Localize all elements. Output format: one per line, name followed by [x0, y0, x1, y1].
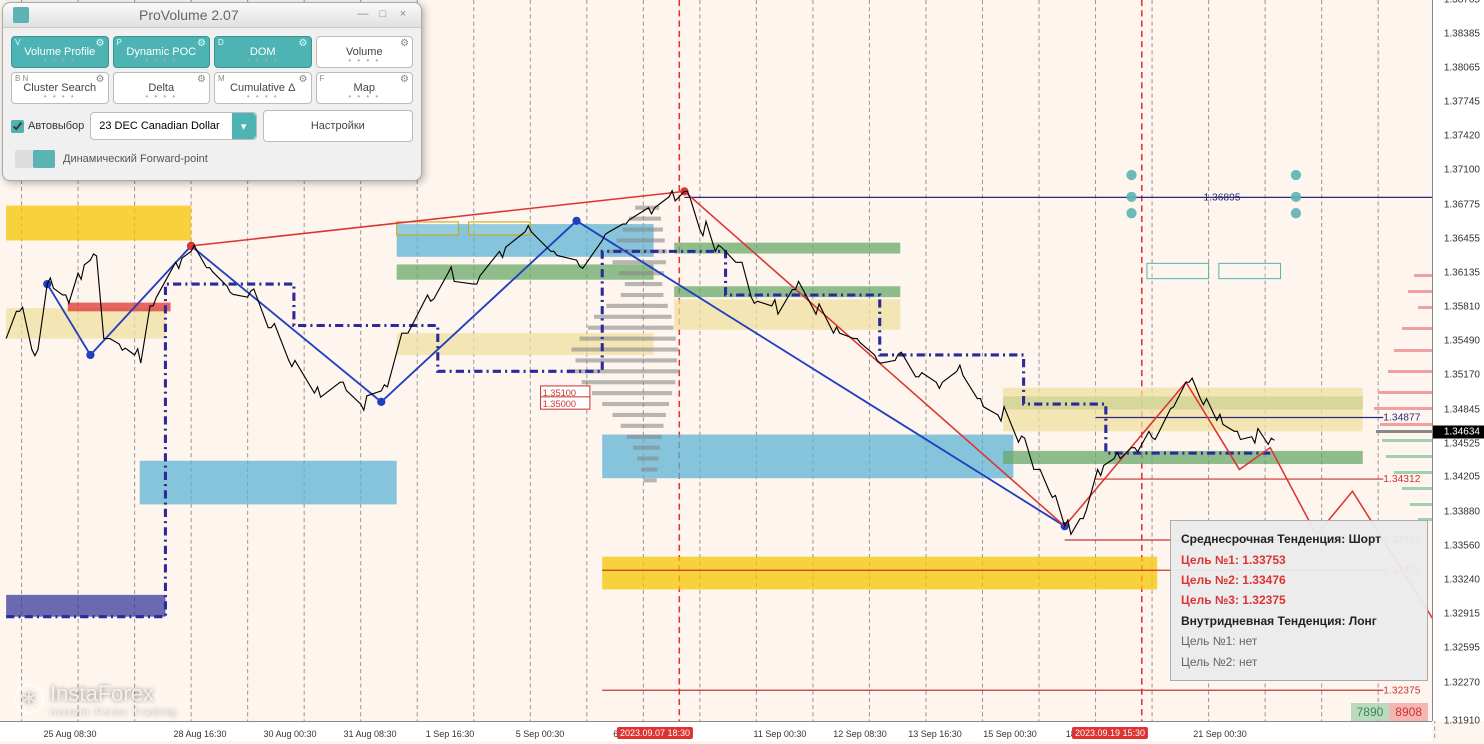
panel-icon — [13, 7, 29, 23]
autoselect-input[interactable] — [11, 120, 24, 133]
x-tick: 5 Sep 00:30 — [516, 729, 565, 739]
y-tick: 1.36775 — [1444, 199, 1480, 210]
panel-button[interactable]: ⚙Delta• • • • — [113, 72, 211, 104]
button-row-1: V⚙Volume Profile• • • •P⚙Dynamic POC• • … — [11, 36, 413, 68]
svg-text:1.36895: 1.36895 — [1203, 192, 1240, 203]
panel-button[interactable]: B N⚙Cluster Search• • • • — [11, 72, 109, 104]
maximize-icon[interactable]: □ — [375, 7, 391, 23]
panel-button[interactable]: D⚙DOM• • • • — [214, 36, 312, 68]
y-tick: 1.35170 — [1444, 370, 1480, 381]
x-tick-highlighted: 2023.09.07 18:30 — [617, 727, 693, 739]
y-tick: 1.35490 — [1444, 336, 1480, 347]
button-row-2: B N⚙Cluster Search• • • •⚙Delta• • • •M⚙… — [11, 72, 413, 104]
x-tick: 21 Sep 00:30 — [1193, 729, 1247, 739]
x-tick: 11 Sep 00:30 — [754, 729, 807, 739]
y-tick: 1.36455 — [1444, 233, 1480, 244]
svg-text:1.35000: 1.35000 — [543, 399, 576, 409]
y-tick: 1.32595 — [1444, 643, 1480, 654]
y-tick: 1.37745 — [1444, 96, 1480, 107]
y-tick: 1.34845 — [1444, 404, 1480, 415]
x-tick: 13 Sep 16:30 — [908, 729, 962, 739]
panel-button[interactable]: M⚙Cumulative Δ• • • • — [214, 72, 312, 104]
mid-target-3: Цель №3: 1.32375 — [1181, 590, 1417, 610]
watermark-brand: InstaForex — [50, 681, 154, 706]
watermark-icon: ✶ — [14, 684, 44, 714]
panel-title: ProVolume 2.07 — [139, 7, 351, 23]
provolume-panel: ProVolume 2.07 — □ × V⚙Volume Profile• •… — [2, 2, 422, 181]
y-tick: 1.31910 — [1444, 716, 1480, 727]
y-tick: 1.37100 — [1444, 165, 1480, 176]
mid-trend-row: Среднесрочная Тенденция: Шорт — [1181, 529, 1417, 549]
svg-text:1.32375: 1.32375 — [1383, 685, 1420, 696]
autoselect-label: Автовыбор — [28, 120, 84, 132]
y-tick: 1.33880 — [1444, 506, 1480, 517]
y-tick: 1.32915 — [1444, 609, 1480, 620]
y-tick: 1.38705 — [1444, 0, 1480, 6]
x-axis: 25 Aug 08:30 28 Aug 16:30 30 Aug 00:30 31 A… — [0, 721, 1432, 741]
mid-trend-label: Среднесрочная Тенденция: — [1181, 532, 1349, 546]
dynamic-fp-toggle[interactable] — [15, 150, 55, 168]
y-tick: 1.36135 — [1444, 267, 1480, 278]
instrument-select[interactable]: 23 DEC Canadian Dollar ▾ — [90, 112, 256, 140]
y-tick: 1.34205 — [1444, 472, 1480, 483]
settings-button[interactable]: Настройки — [263, 110, 413, 142]
y-tick: 1.35810 — [1444, 302, 1480, 313]
dynamic-fp-label: Динамический Forward-point — [63, 153, 208, 165]
panel-button[interactable]: V⚙Volume Profile• • • • — [11, 36, 109, 68]
panel-controls-row: Автовыбор 23 DEC Canadian Dollar ▾ Настр… — [11, 110, 413, 142]
settings-label: Настройки — [311, 120, 365, 132]
minimize-icon[interactable]: — — [355, 7, 371, 23]
intra-trend-row: Внутридневная Тенденция: Лонг — [1181, 611, 1417, 631]
panel-toggle-row: Динамический Forward-point — [11, 150, 413, 172]
mid-target-1: Цель №1: 1.33753 — [1181, 550, 1417, 570]
panel-button[interactable]: F⚙Map• • • • — [316, 72, 414, 104]
x-tick: 12 Sep 08:30 — [833, 729, 887, 739]
y-tick: 1.37420 — [1444, 131, 1480, 142]
autoselect-checkbox[interactable]: Автовыбор — [11, 120, 84, 133]
svg-text:1.34312: 1.34312 — [1383, 474, 1420, 485]
y-tick: 1.33240 — [1444, 574, 1480, 585]
buy-volume: 7890 — [1351, 703, 1390, 721]
x-tick: 31 Aug 08:30 — [343, 729, 396, 739]
close-icon[interactable]: × — [395, 7, 411, 23]
x-tick-highlighted: 2023.09.19 15:30 — [1072, 727, 1148, 739]
panel-button[interactable]: P⚙Dynamic POC• • • • — [113, 36, 211, 68]
panel-titlebar[interactable]: ProVolume 2.07 — □ × — [3, 3, 421, 28]
y-tick: 1.33560 — [1444, 540, 1480, 551]
svg-text:1.34877: 1.34877 — [1383, 413, 1420, 424]
y-tick: 1.32270 — [1444, 677, 1480, 688]
intra-trend-value: Лонг — [1349, 614, 1377, 628]
x-tick: 1 Sep 16:30 — [426, 729, 475, 739]
panel-body: V⚙Volume Profile• • • •P⚙Dynamic POC• • … — [3, 28, 421, 180]
sell-volume: 8908 — [1389, 703, 1428, 721]
x-tick: 25 Aug 08:30 — [43, 729, 96, 739]
intra-target-1: Цель №1: нет — [1181, 631, 1417, 651]
volume-numbers: 78908908 — [1351, 705, 1428, 719]
y-axis: 1.38705 1.38385 1.38065 1.37745 1.37420 1.371… — [1432, 0, 1484, 721]
y-tick-current: 1.34634 — [1433, 425, 1484, 438]
intra-trend-label: Внутридневная Тенденция: — [1181, 614, 1349, 628]
y-tick: 1.38385 — [1444, 28, 1480, 39]
trend-infobox: Среднесрочная Тенденция: Шорт Цель №1: 1… — [1170, 520, 1428, 681]
y-tick: 1.38065 — [1444, 62, 1480, 73]
dropdown-icon[interactable]: ▾ — [232, 113, 256, 139]
watermark: ✶ InstaForex Instant Forex Trading — [14, 681, 177, 717]
x-tick: 15 Sep 00:30 — [983, 729, 1037, 739]
x-tick: 30 Aug 00:30 — [263, 729, 316, 739]
mid-trend-value: Шорт — [1349, 532, 1381, 546]
instrument-value: 23 DEC Canadian Dollar — [99, 120, 219, 132]
mid-target-2: Цель №2: 1.33476 — [1181, 570, 1417, 590]
intra-target-2: Цель №2: нет — [1181, 652, 1417, 672]
y-tick: 1.34525 — [1444, 438, 1480, 449]
x-tick: 28 Aug 16:30 — [173, 729, 226, 739]
watermark-sub: Instant Forex Trading — [50, 707, 177, 717]
panel-button[interactable]: ⚙Volume• • • • — [316, 36, 414, 68]
